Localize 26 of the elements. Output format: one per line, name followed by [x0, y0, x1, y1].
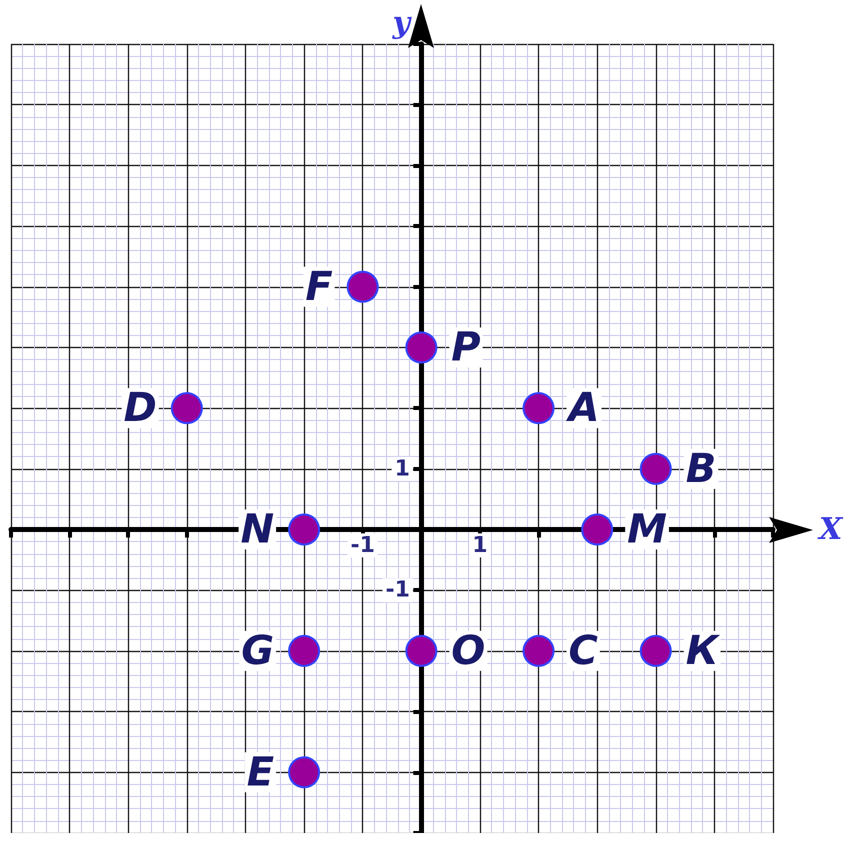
data-label: D — [124, 385, 157, 432]
point — [346, 270, 379, 303]
data-label: M — [627, 506, 667, 553]
point — [581, 514, 614, 546]
data-label: E — [246, 749, 274, 796]
data-label: O — [451, 628, 486, 674]
point — [640, 634, 672, 667]
data-label: B — [686, 446, 716, 492]
data-label: G — [241, 628, 274, 674]
point — [288, 634, 320, 667]
data-label: C — [568, 628, 598, 674]
point — [405, 634, 438, 667]
data-label: К — [686, 628, 721, 674]
point — [288, 756, 320, 788]
data-label: P — [451, 324, 481, 370]
point — [522, 634, 555, 667]
point — [288, 514, 320, 546]
x-axis-title: X — [817, 512, 844, 548]
point — [640, 452, 672, 485]
data-label: F — [305, 264, 333, 310]
data-label: N — [240, 506, 274, 553]
point — [170, 392, 203, 424]
y-axis-title: y — [392, 6, 413, 40]
point — [405, 331, 438, 364]
point — [522, 392, 555, 424]
data-label: A — [566, 385, 600, 432]
